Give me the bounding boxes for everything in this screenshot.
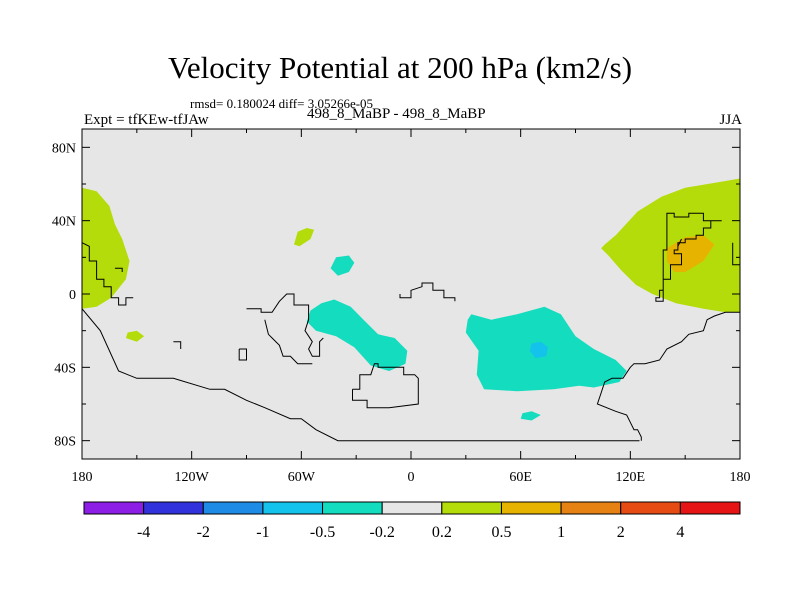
y-tick-label: 0 (69, 288, 76, 303)
region-southern-islet (520, 411, 541, 421)
stats-line: rmsd= 0.180024 diff= 3.05266e-05 (190, 96, 374, 111)
colorbar-label: 4 (676, 524, 684, 541)
x-tick-label: 120W (175, 470, 210, 485)
coastline (352, 363, 419, 409)
y-tick-label: 80N (52, 141, 76, 156)
axis-layer: 180 120W 60W 0 60E 120E 180 80N 40N 0 40S 80S (52, 129, 751, 485)
colorbar-label: -1 (256, 524, 269, 541)
colorbar-swatch (262, 501, 324, 515)
region-n-pacific-east (82, 187, 130, 309)
coastline (114, 267, 123, 272)
y-tick-label: 40S (54, 361, 76, 376)
region-south-atlantic (306, 299, 408, 371)
map-layer (81, 128, 741, 460)
coastline (173, 341, 182, 349)
x-tick-label: 60W (288, 470, 316, 485)
colorbar-label: -0.5 (310, 524, 335, 541)
coastline (596, 311, 740, 441)
colorbar-swatch (679, 501, 741, 515)
coastline (399, 282, 456, 302)
coastline (677, 238, 682, 247)
coastline (732, 242, 740, 266)
y-tick-label: 40N (52, 215, 76, 230)
colorbar-swatch (500, 501, 562, 515)
colorbar-swatch (441, 501, 502, 515)
x-tick-label: 60E (509, 470, 532, 485)
colorbar-label: -0.2 (370, 524, 395, 541)
right-label: JJA (719, 112, 742, 128)
colorbar-label: -4 (137, 524, 150, 541)
colorbar-swatch (202, 501, 264, 515)
region-s-america-north (294, 228, 315, 247)
region-w-pacific (601, 178, 740, 313)
colorbar-swatch (560, 501, 622, 515)
left-label: Expt = tfKEw-tfJAw (84, 112, 209, 128)
y-tick-label: 80S (54, 435, 76, 450)
colorbar-swatch (143, 501, 204, 515)
x-tick-label: 0 (408, 470, 415, 485)
colorbar-swatch (322, 501, 383, 515)
coastline (655, 212, 722, 302)
colorbar-label: -2 (197, 524, 210, 541)
x-tick-label: 120E (616, 470, 646, 485)
coastline (238, 348, 247, 361)
colorbar-swatch (381, 501, 443, 515)
x-tick-label: 180 (730, 470, 751, 485)
coastline (82, 242, 134, 306)
region-small-pacific (125, 330, 145, 342)
main-title: Velocity Potential at 200 hPa (km2/s) (167, 50, 633, 85)
colorbar-label: 0.2 (432, 524, 452, 541)
colorbar-swatch (620, 501, 681, 515)
x-tick-label: 180 (72, 470, 93, 485)
colorbar-label: 1 (557, 524, 565, 541)
colorbar-label: 0.5 (491, 524, 511, 541)
coastline (246, 293, 324, 357)
colorbar-swatch (83, 501, 145, 515)
region-indian-ocean-core (529, 341, 549, 359)
colorbar: -4 -2 -1 -0.5 -0.2 0.2 0.5 1 2 4 (83, 501, 741, 541)
colorbar-label: 2 (617, 524, 625, 541)
coastline (82, 308, 640, 442)
coastline (264, 319, 313, 365)
region-tropical-atlantic (330, 255, 355, 276)
center-label: 498_8_MaBP - 498_8_MaBP (307, 106, 486, 122)
